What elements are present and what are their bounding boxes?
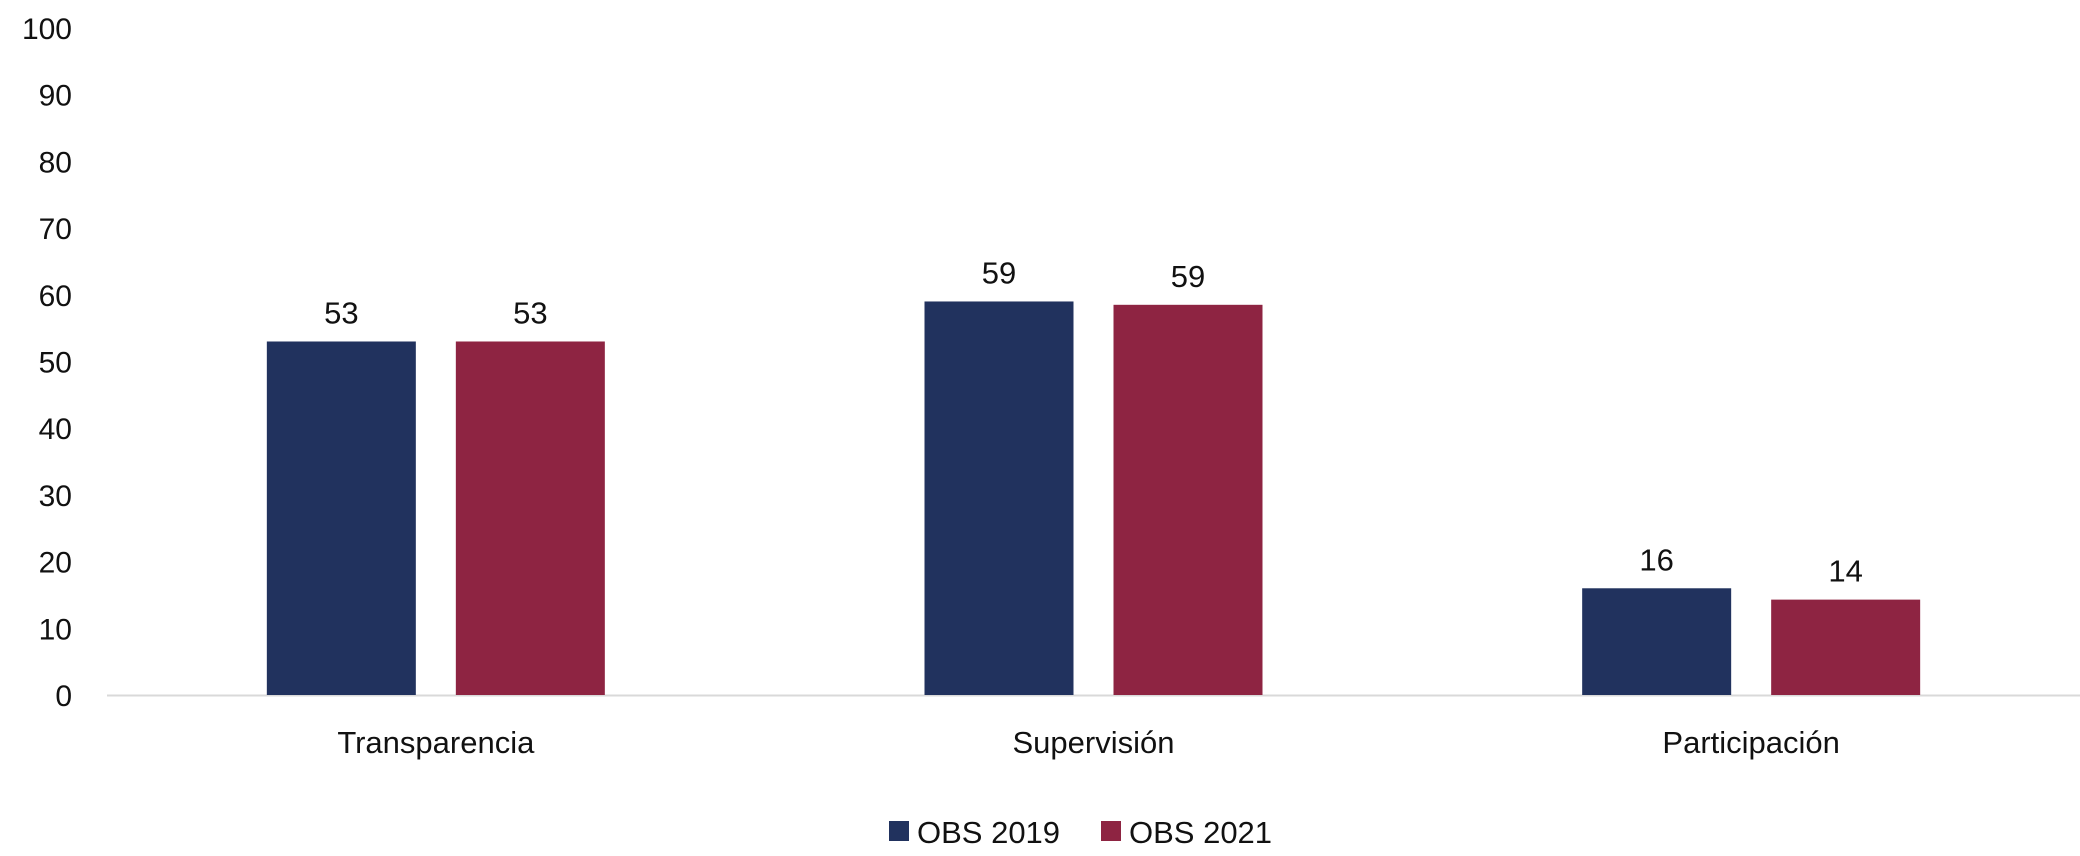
data-label-supervisión-series-1: 59 (1171, 259, 1205, 294)
y-axis-ticks: 0 10 20 30 40 50 60 70 80 90 100 (22, 13, 72, 713)
bar-supervisión-series-0 (924, 301, 1074, 695)
data-label-supervisión-series-0: 59 (982, 255, 1016, 290)
y-tick-label-10: 10 (39, 613, 72, 646)
category-label-1: Supervisión (1013, 725, 1175, 760)
y-tick-label-70: 70 (39, 213, 72, 246)
y-tick-label-60: 60 (39, 280, 72, 313)
y-tick-label-0: 0 (55, 680, 72, 713)
bar-transparencia-series-1 (455, 341, 605, 695)
data-label-participación-series-0: 16 (1639, 542, 1673, 577)
legend: OBS 2019 OBS 2021 (889, 815, 1272, 850)
category-labels: Transparencia Supervisión Participación (337, 725, 1840, 760)
category-label-2: Participación (1662, 725, 1839, 760)
y-tick-label-90: 90 (39, 80, 72, 113)
legend-label-0: OBS 2019 (917, 815, 1060, 850)
y-tick-label-100: 100 (22, 13, 72, 46)
legend-label-1: OBS 2021 (1129, 815, 1272, 850)
data-label-participación-series-1: 14 (1828, 554, 1862, 589)
y-tick-label-50: 50 (39, 347, 72, 380)
bar-participación-series-1 (1771, 599, 1921, 695)
y-tick-label-30: 30 (39, 480, 72, 513)
bar-participación-series-0 (1582, 588, 1732, 695)
bar-transparencia-series-0 (266, 341, 416, 695)
legend-swatch-0 (889, 821, 909, 841)
legend-swatch-1 (1101, 821, 1121, 841)
bars (266, 301, 1921, 695)
y-tick-label-40: 40 (39, 413, 72, 446)
data-label-transparencia-series-0: 53 (324, 295, 358, 330)
y-tick-label-80: 80 (39, 146, 72, 179)
bar-supervisión-series-1 (1113, 304, 1263, 695)
data-label-transparencia-series-1: 53 (513, 295, 547, 330)
category-label-0: Transparencia (337, 725, 535, 760)
data-labels: 53 53 59 59 16 14 (324, 255, 1863, 588)
y-tick-label-20: 20 (39, 547, 72, 580)
